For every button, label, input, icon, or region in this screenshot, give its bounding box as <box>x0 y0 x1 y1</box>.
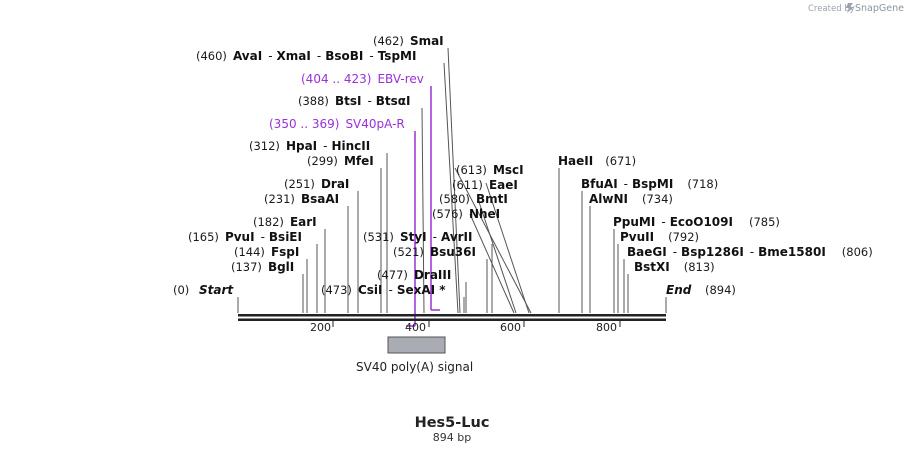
cut-line-eaei <box>485 182 530 314</box>
enzyme-label-bmti[interactable]: (580) BmtI <box>439 192 508 206</box>
enzyme-label-csii[interactable]: (473) CsiI - SexAI * <box>321 283 446 297</box>
map-length: 894 bp <box>433 431 471 444</box>
enzyme-label-haeii[interactable]: HaeII (671) <box>558 154 636 168</box>
enzyme-label-pvui[interactable]: (165) PvuI - BsiEI <box>188 230 302 244</box>
primer-label-ebv-rev[interactable]: (404 .. 423) EBV-rev <box>301 72 424 86</box>
enzyme-label-draiii[interactable]: (477) DraIII <box>377 268 451 282</box>
enzyme-label-eaei[interactable]: (611) EaeI <box>452 178 518 192</box>
cut-line-nhei <box>469 213 515 314</box>
tick-label-200: 200 <box>310 321 331 334</box>
cut-line-smai <box>447 47 461 314</box>
snapgene-logo-icon <box>846 3 854 13</box>
feature-sv40-polya[interactable] <box>387 336 446 354</box>
enzyme-label-bsaai[interactable]: (231) BsaAI <box>264 192 339 206</box>
tick-label-400: 400 <box>405 321 426 334</box>
tick-label-600: 600 <box>500 321 521 334</box>
dna-backbone <box>238 314 666 321</box>
cut-line-bmti <box>477 198 517 314</box>
enzyme-label-alwni[interactable]: AlwNI (734) <box>589 192 673 206</box>
enzyme-label-eari[interactable]: (182) EarI <box>253 215 317 229</box>
enzyme-label-bgli[interactable]: (137) BglI <box>231 260 294 274</box>
tick-label-800: 800 <box>596 321 617 334</box>
enzyme-label-smai[interactable]: (462) SmaI <box>373 34 444 48</box>
enzyme-label-hpai[interactable]: (312) HpaI - HincII <box>249 139 370 153</box>
enzyme-label-avai[interactable]: (460) AvaI - XmaI - BsoBI - TspMI <box>196 49 416 63</box>
cut-lines <box>237 47 667 314</box>
start-position: (0) <box>173 283 189 297</box>
enzyme-label-msci[interactable]: (613) MscI <box>456 163 524 177</box>
enzyme-label-fspi[interactable]: (144) FspI <box>234 245 299 259</box>
start-label: Start <box>199 283 234 297</box>
enzyme-label-btsi[interactable]: (388) BtsI - BtsαI <box>298 94 411 108</box>
primer-sv40pa-r[interactable] <box>406 131 416 327</box>
enzyme-label-bstxi[interactable]: BstXI (813) <box>634 260 715 274</box>
enzyme-label-mfei[interactable]: (299) MfeI <box>307 154 374 168</box>
enzyme-label-bsu36i[interactable]: (521) Bsu36I <box>393 245 476 259</box>
primer-label-sv40pa-r[interactable]: (350 .. 369) SV40pA-R <box>269 117 405 131</box>
credit-text: Created by <box>808 4 855 14</box>
cut-line-msci <box>454 167 532 314</box>
end-position: (894) <box>705 283 736 297</box>
tick-marks <box>332 321 621 327</box>
end-label: End <box>666 283 692 297</box>
map-title: Hes5-Luc <box>415 415 490 431</box>
feature-label: SV40 poly(A) signal <box>356 360 473 374</box>
enzyme-label-baegi[interactable]: BaeGI - Bsp1286I - Bme1580I (806) <box>627 245 873 259</box>
enzyme-label-pvuii[interactable]: PvuII (792) <box>620 230 699 244</box>
primer-ebv-rev[interactable] <box>430 86 440 311</box>
brand-name: SnapGene <box>855 3 904 14</box>
enzyme-label-ppumi[interactable]: PpuMI - EcoO109I (785) <box>613 215 780 229</box>
enzyme-label-styi[interactable]: (531) StyI - AvrII <box>363 230 472 244</box>
enzyme-label-drai[interactable]: (251) DraI <box>284 177 349 191</box>
enzyme-label-bfuai[interactable]: BfuAI - BspMI (718) <box>581 177 718 191</box>
enzyme-label-nhei[interactable]: (576) NheI <box>432 207 500 221</box>
cut-line-btsi <box>421 107 425 314</box>
cut-line-avai <box>443 62 459 314</box>
